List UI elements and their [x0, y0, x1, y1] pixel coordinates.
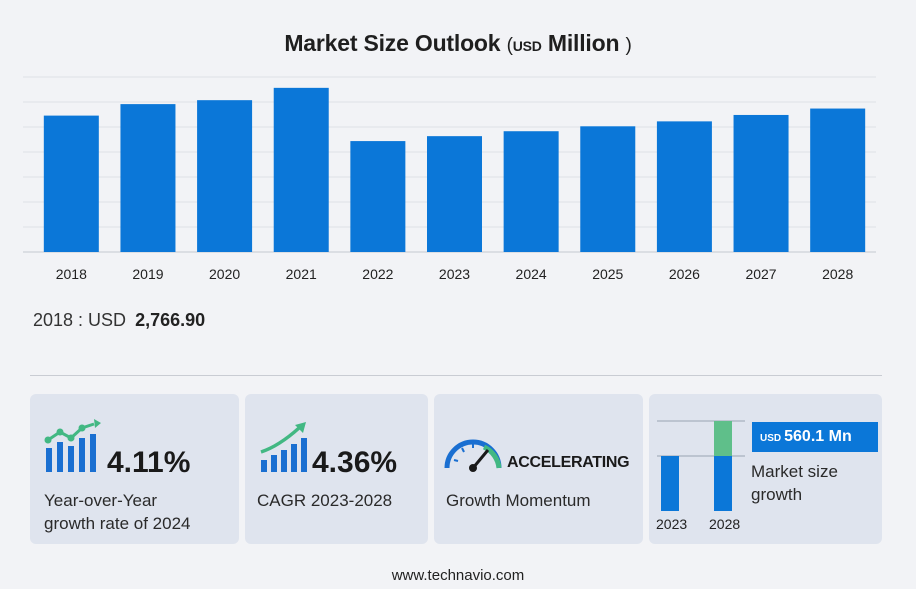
mini-year-2023: 2023 — [656, 516, 688, 532]
yoy-growth-card: 4.11% Year-over-Year growth rate of 2024 — [30, 394, 239, 544]
mini-bar-2 — [714, 456, 732, 511]
mini-year-2028: 2028 — [709, 516, 741, 532]
mini-bar-growth — [714, 421, 732, 456]
cagr-label: CAGR 2023-2028 — [257, 491, 393, 510]
unit-open-paren: ( — [506, 35, 513, 56]
x-tick-label-2020: 2020 — [209, 266, 240, 282]
x-tick-label-2022: 2022 — [362, 266, 393, 282]
speedometer-icon — [444, 439, 502, 472]
chart-title-text: Market Size Outlook — [284, 30, 501, 56]
yoy-label-line1: Year-over-Year — [44, 491, 158, 510]
x-tick-label-2028: 2028 — [822, 266, 853, 282]
cagr-card: 4.36% CAGR 2023-2028 — [245, 394, 428, 544]
unit-label: Million — [547, 30, 620, 56]
x-tick-label-2026: 2026 — [669, 266, 700, 282]
bar-2026 — [656, 121, 712, 252]
x-tick-label-2018: 2018 — [56, 266, 87, 282]
market-growth-line1: Market size — [751, 462, 838, 481]
market-growth-label: Market size growth — [751, 460, 838, 506]
bar-2025 — [580, 126, 636, 252]
first-year-amount: 2,766.90 — [135, 310, 206, 330]
yoy-label-line2: growth rate of 2024 — [44, 514, 191, 533]
mini-growth-chart-icon — [657, 420, 745, 511]
yoy-growth-value: 4.11% — [107, 446, 191, 479]
bar-2023 — [427, 136, 482, 252]
x-tick-label-2023: 2023 — [439, 266, 470, 282]
market-growth-line2: growth — [751, 485, 803, 504]
bar-2021 — [273, 87, 329, 253]
bar-2018 — [43, 115, 99, 252]
bar-2024 — [503, 131, 559, 252]
market-size-bar-chart: 2018 2019 2020 2021 2022 2023 2024 2025 2026 2027… — [23, 76, 876, 282]
bar-2028 — [810, 108, 866, 252]
x-tick-label-2019: 2019 — [132, 266, 163, 282]
growth-badge-value: 560.1 Mn — [784, 428, 852, 445]
first-year-prefix: 2018 : USD — [33, 310, 127, 330]
momentum-value: ACCELERATING — [507, 454, 630, 471]
bar-2027 — [733, 114, 789, 252]
x-tick-label-2021: 2021 — [286, 266, 317, 282]
trend-bars-icon — [260, 422, 307, 472]
x-tick-label-2025: 2025 — [592, 266, 623, 282]
momentum-label: Growth Momentum — [446, 491, 591, 510]
unit-close-paren: ) — [625, 35, 632, 56]
first-year-value: 2018 : USD 2,766.90 — [33, 310, 205, 331]
chart-title: Market Size Outlook (USD Million ) — [0, 30, 916, 57]
section-divider — [30, 375, 882, 376]
market-growth-card: 2023 2028 USD 560.1 Mn Market size growth — [649, 394, 882, 544]
growth-badge-currency: USD — [760, 433, 782, 444]
growth-bars-icon — [44, 419, 101, 472]
growth-badge: USD 560.1 Mn — [752, 422, 878, 452]
cagr-value: 4.36% — [312, 446, 398, 479]
x-tick-label-2024: 2024 — [516, 266, 547, 282]
x-tick-label-2027: 2027 — [745, 266, 776, 282]
bar-2022 — [350, 141, 406, 252]
footer-url[interactable]: www.technavio.com — [391, 567, 525, 584]
bar-2020 — [197, 100, 253, 253]
yoy-growth-label: Year-over-Year growth rate of 2024 — [44, 489, 190, 535]
unit-currency: USD — [512, 38, 542, 54]
bar-2019 — [120, 104, 176, 252]
mini-bar-1 — [661, 456, 679, 511]
momentum-card: ACCELERATING Growth Momentum — [434, 394, 643, 544]
